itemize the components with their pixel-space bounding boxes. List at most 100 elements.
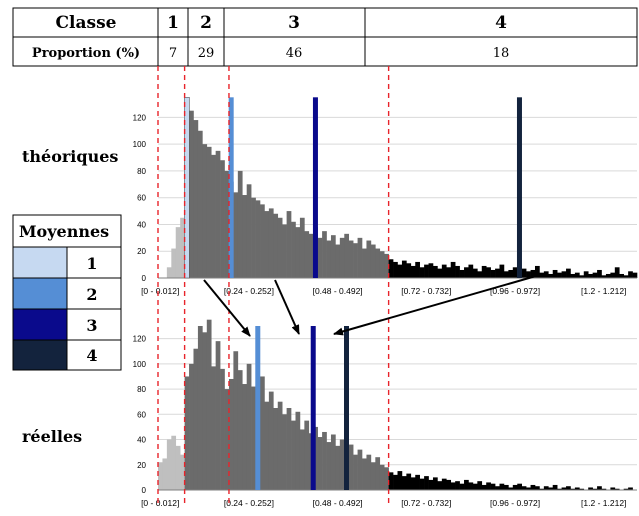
histogram-bar bbox=[180, 217, 185, 278]
x-tick-label: [1.2 - 1.212] bbox=[581, 498, 626, 508]
histogram-bar bbox=[503, 484, 509, 490]
histogram-bar bbox=[592, 488, 598, 490]
histogram-bar bbox=[517, 483, 522, 490]
real-label: réelles bbox=[22, 427, 82, 446]
histogram-bar bbox=[175, 445, 181, 490]
histogram-bar bbox=[588, 273, 593, 278]
y-tick-label: 40 bbox=[137, 220, 146, 229]
histogram-bar bbox=[344, 233, 350, 278]
histogram-bar bbox=[366, 454, 372, 490]
histogram-bar bbox=[566, 486, 571, 490]
histogram-bar bbox=[539, 488, 545, 490]
class-4-proportion: 18 bbox=[493, 46, 510, 61]
y-tick-label: 60 bbox=[137, 194, 146, 203]
histogram-bar bbox=[486, 482, 491, 490]
histogram-bar bbox=[237, 370, 243, 490]
histogram-bar bbox=[220, 160, 225, 278]
histogram-bar bbox=[233, 351, 239, 490]
histogram-bar bbox=[495, 486, 500, 490]
histogram-bar bbox=[455, 265, 460, 278]
histogram-bar bbox=[450, 261, 456, 278]
histogram-bar bbox=[432, 477, 438, 490]
histogram-bar bbox=[264, 401, 270, 490]
arrow-class-4 bbox=[333, 275, 537, 336]
histogram-bar bbox=[521, 268, 527, 278]
histogram-bar bbox=[548, 273, 554, 278]
histogram-bar bbox=[335, 445, 341, 490]
histogram-bar bbox=[464, 267, 469, 278]
histogram-bar bbox=[574, 272, 580, 278]
histogram-bar bbox=[171, 248, 177, 278]
histogram-bar bbox=[353, 454, 358, 490]
histogram-bar bbox=[503, 271, 509, 278]
histogram-bar bbox=[419, 478, 425, 490]
histogram-bar bbox=[384, 467, 389, 490]
histogram-bar bbox=[282, 224, 287, 278]
x-tick-label: [0.48 - 0.492] bbox=[313, 498, 363, 508]
histogram-bar bbox=[401, 260, 407, 278]
histogram-bar bbox=[410, 265, 416, 278]
histogram-bar bbox=[224, 170, 230, 278]
histogram-bar bbox=[282, 414, 287, 490]
histogram-bar bbox=[552, 484, 558, 490]
histogram-bar bbox=[415, 474, 420, 490]
histogram-bar bbox=[228, 378, 234, 490]
histogram-bar bbox=[357, 449, 363, 490]
histogram-bar bbox=[322, 231, 327, 278]
legend-swatch-4 bbox=[12, 339, 68, 371]
histogram-bar bbox=[570, 488, 576, 490]
histogram-bar bbox=[472, 483, 478, 490]
histogram-bar bbox=[441, 264, 447, 278]
histogram-bar bbox=[317, 437, 323, 490]
histogram-bar bbox=[508, 269, 514, 278]
proportion-header: Proportion (%) bbox=[32, 46, 140, 61]
x-tick-label: [0 - 0.012] bbox=[141, 286, 179, 296]
histogram-bar bbox=[424, 476, 429, 490]
histogram-bar bbox=[605, 273, 611, 278]
histogram-bar bbox=[623, 275, 629, 278]
histogram-bar bbox=[260, 376, 265, 490]
mean-marker-4 bbox=[516, 97, 522, 278]
histogram-bar bbox=[264, 211, 270, 278]
histogram-bar bbox=[597, 486, 602, 490]
histogram-bar bbox=[268, 391, 274, 490]
histogram-bar bbox=[543, 271, 549, 278]
histogram-bar bbox=[202, 144, 208, 278]
histogram-bar bbox=[224, 389, 230, 490]
y-tick-label: 20 bbox=[137, 461, 146, 470]
histogram-bar bbox=[548, 487, 554, 490]
y-tick-label: 120 bbox=[133, 335, 147, 344]
histogram-bar bbox=[508, 487, 514, 490]
histogram-bar bbox=[530, 269, 536, 278]
histogram-bar bbox=[237, 170, 243, 278]
histogram-bar bbox=[401, 476, 407, 490]
class-4-label: 4 bbox=[495, 13, 507, 33]
histogram-bar bbox=[242, 195, 248, 278]
x-tick-label: [0.96 - 0.972] bbox=[490, 498, 540, 508]
arrow-class-2 bbox=[203, 279, 251, 337]
histogram-bar bbox=[370, 462, 376, 490]
histogram-bar bbox=[242, 384, 248, 490]
legend-label-2: 2 bbox=[86, 285, 97, 304]
histogram-bar bbox=[419, 267, 425, 278]
histogram-bar bbox=[202, 332, 208, 490]
histogram-bar bbox=[512, 484, 518, 490]
histogram-bar bbox=[499, 264, 505, 278]
histogram-bar bbox=[481, 484, 487, 490]
histogram-bar bbox=[459, 483, 465, 490]
histogram-bar bbox=[406, 263, 412, 278]
histogram-bar bbox=[472, 268, 478, 278]
histogram-bar bbox=[184, 376, 190, 490]
histogram-bar bbox=[441, 478, 447, 490]
histogram-bar bbox=[393, 474, 398, 490]
histogram-bar bbox=[158, 462, 163, 490]
histogram-bar bbox=[552, 269, 558, 278]
histogram-bar bbox=[588, 487, 593, 490]
histogram-bar bbox=[273, 408, 279, 490]
histogram-bar bbox=[162, 458, 168, 490]
x-tick-label: [0.96 - 0.972] bbox=[490, 286, 540, 296]
legend-swatch-2 bbox=[12, 277, 68, 310]
histogram-bar bbox=[415, 261, 420, 278]
histogram-bar bbox=[375, 457, 381, 490]
x-tick-label: [0.48 - 0.492] bbox=[313, 286, 363, 296]
